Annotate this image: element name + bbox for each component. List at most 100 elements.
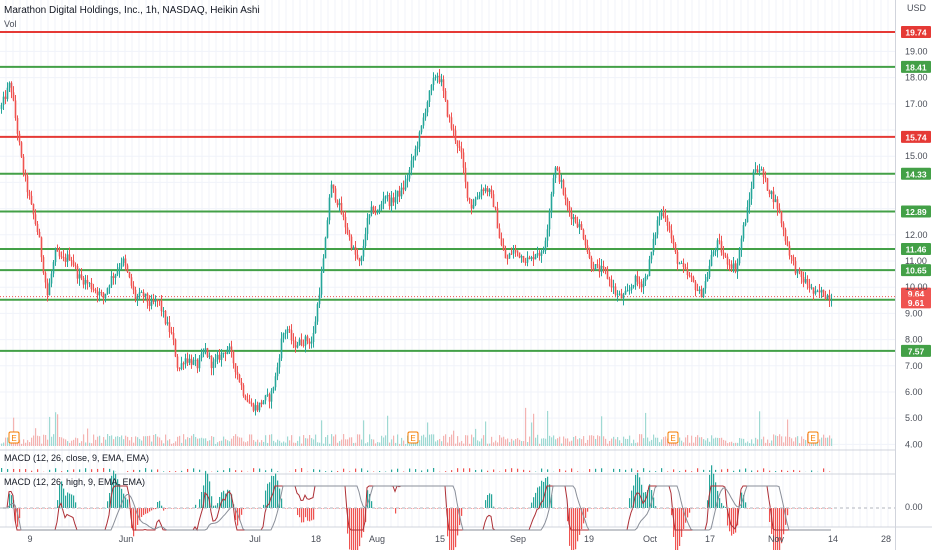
candle-body-down [100,291,103,293]
candle-body-down [584,238,587,246]
macd1-hist-bar [241,470,243,472]
macd2-hist-bar [241,508,243,515]
price-tag-9.61 [901,296,931,309]
macd2-hist-bar [353,508,355,550]
macd2-hist-bar [509,508,511,509]
volume-bar [821,437,823,446]
candle-body-up [280,338,283,359]
candle-body-up [266,394,269,396]
volume-bar [373,439,375,446]
macd2-hist-bar [303,508,305,523]
volume-bar [785,436,787,446]
volume-bar [473,437,475,446]
volume-bar [37,435,39,446]
macd2-hist-bar [363,508,365,533]
macd2-hist-bar [123,493,125,508]
volume-bar [201,437,203,446]
volume-bar [265,435,267,446]
volume-bar [791,438,793,446]
macd1-hist-bar [577,471,579,472]
macd1-hist-bar [619,468,621,472]
macd2-hist-bar [443,508,445,509]
macd2-hist-bar [195,504,197,508]
volume-bar [357,434,359,446]
volume-bar [449,436,451,446]
candle-body-down [510,253,513,255]
macd2-hist-bar [239,508,241,521]
candle-body-up [0,105,3,110]
macd2-hist-bar [361,508,363,538]
macd2-hist-bar [69,493,71,508]
candle-body-down [482,189,485,192]
volume-bar [309,434,311,446]
volume-bar [319,442,321,446]
candle-body-down [38,231,41,238]
macd2-hist-bar [111,475,113,508]
macd2-hist-bar [525,508,527,509]
volume-bar [19,439,21,446]
macd2-hist-bar [257,508,259,509]
macd2-hist-bar [151,508,153,511]
volume-bar [525,407,527,446]
x-tick-label: 17 [705,534,715,544]
volume-bar [459,442,461,446]
macd2-hist-bar [313,508,315,520]
candle-body-down [372,206,375,213]
volume-bar [405,443,407,446]
candle-body-up [624,290,627,295]
macd2-hist-bar [441,508,443,509]
volume-bar [199,438,201,446]
level-tag-15.74 [901,130,931,143]
volume-bar [727,443,729,446]
macd1-hist-bar [337,471,339,472]
candle-body-up [796,269,799,274]
volume-bar [489,443,491,446]
candle-body-down [686,268,689,276]
candle-body-up [480,189,483,196]
candle-body-up [774,199,777,203]
candle-body-up [330,184,333,198]
volume-bar [165,434,167,446]
macd2-hist-bar [221,492,223,508]
macd2-hist-bar [567,508,569,522]
macd2-hist-bar [549,484,551,508]
volume-bar [623,436,625,446]
volume-bar [603,436,605,446]
candle-body-down [486,188,489,192]
candle-body-up [386,195,389,197]
candle-body-down [638,281,641,284]
volume-bar [325,437,327,446]
macd2-hist-bar [581,508,583,530]
macd2-hist-bar [369,493,371,508]
candle-body-up [278,358,281,368]
candle-body-down [340,202,343,215]
candle-body-down [236,372,239,375]
macd2-hist-bar [497,508,499,509]
volume-bar [233,436,235,446]
macd1-hist-bar [733,470,735,472]
candle-body-down [94,289,97,291]
macd1-hist-bar [223,470,225,472]
macd2-hist-bar [623,508,625,509]
candle-body-up [742,225,745,239]
candle-body-up [552,178,555,194]
volume-bar [393,435,395,446]
volume-bar [471,434,473,446]
volume-bar [171,443,173,446]
macd2-hist-bar [27,508,29,509]
macd2-hist-bar [47,508,49,509]
volume-bar [237,436,239,446]
volume-bar [195,436,197,446]
macd2-hist-bar [371,501,373,508]
macd2-hist-bar [145,508,147,514]
volume-bar [159,437,161,446]
macd2-hist-bar [77,508,79,509]
candle-body-up [184,358,187,365]
candle-body-up [144,293,147,296]
volume-bar [85,442,87,446]
volume-bar [163,443,165,446]
volume-bar [509,442,511,446]
volume-bar [341,439,343,446]
volume-bar [25,442,27,446]
